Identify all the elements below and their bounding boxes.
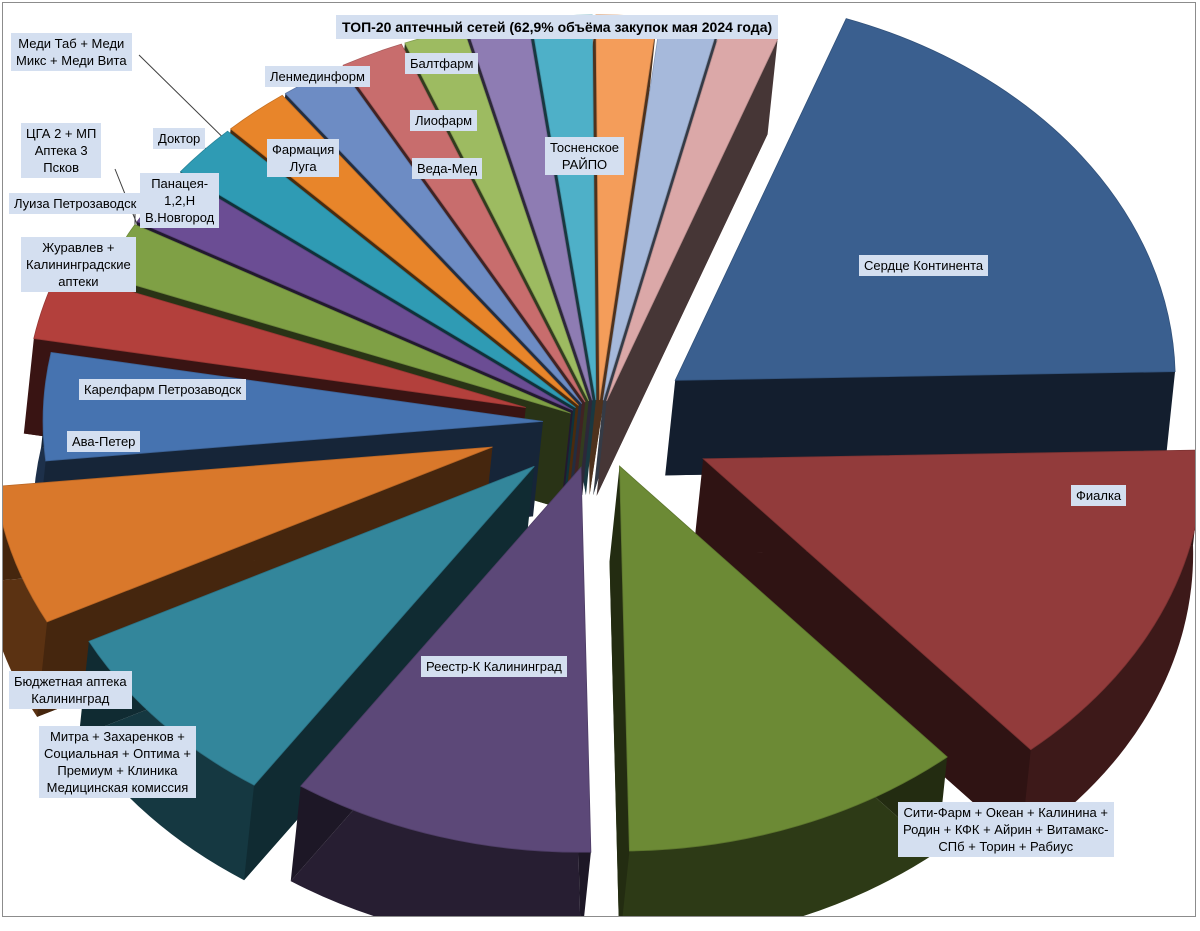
- pie-slice-edge: [596, 26, 778, 496]
- pie-slice-top: [342, 43, 586, 403]
- slice-label: Панацея- 1,2,Н В.Новгород: [140, 173, 220, 228]
- slice-label: Реестр-К Калининград: [421, 656, 567, 677]
- pie-slice-top: [179, 130, 576, 408]
- slice-label: Карелфарм Петрозаводск: [79, 379, 247, 400]
- chart-frame: ТОП-20 аптечный сетей (62,9% объёма заку…: [2, 2, 1196, 917]
- pie-slice: [596, 25, 779, 496]
- slice-label: Веда-Мед: [412, 158, 483, 179]
- pie-slice: [585, 14, 658, 495]
- pie-slice-top: [674, 18, 1176, 381]
- slice-label: Журавлев + Калининградские аптеки: [21, 237, 136, 292]
- pie-slice-top: [3, 446, 493, 623]
- slice-label: Фармация Луга: [267, 139, 340, 177]
- pie-chart: [3, 14, 1195, 916]
- slice-label: Сити-Фарм + Океан + Калинина + Родин + К…: [898, 802, 1114, 857]
- slice-label: Балтфарм: [405, 53, 479, 74]
- pie-slices: [3, 14, 1195, 916]
- slice-label: Фиалка: [1071, 485, 1127, 506]
- pie-slice: [693, 449, 1195, 845]
- slice-label: Бюджетная аптека Калининград: [9, 671, 132, 709]
- slice-label: Меди Таб + Меди Микс + Меди Вита: [11, 33, 132, 71]
- slice-label: Ленмединформ: [265, 66, 370, 87]
- slice-label: Ава-Петер: [67, 431, 141, 452]
- slice-label: Сердце Континента: [859, 255, 989, 276]
- pie-slice: [609, 465, 948, 916]
- slice-label: Доктор: [153, 128, 206, 149]
- pie-slice-top: [702, 449, 1195, 751]
- slice-label: Луиза Петрозаводск: [9, 193, 142, 214]
- slice-label: Митра + Захаренков + Социальная + Оптима…: [39, 726, 196, 798]
- chart-title: ТОП-20 аптечный сетей (62,9% объёма заку…: [336, 15, 779, 39]
- pie-slice: [665, 18, 1176, 476]
- pie-slice-top: [619, 465, 948, 852]
- pie-slice: [78, 465, 535, 881]
- pie-slice-top: [88, 465, 535, 786]
- slice-label: ЦГА 2 + МП Аптека 3 Псков: [21, 123, 102, 178]
- slice-label: Лиофарм: [410, 110, 478, 131]
- slice-label: Тосненское РАЙПО: [545, 137, 625, 175]
